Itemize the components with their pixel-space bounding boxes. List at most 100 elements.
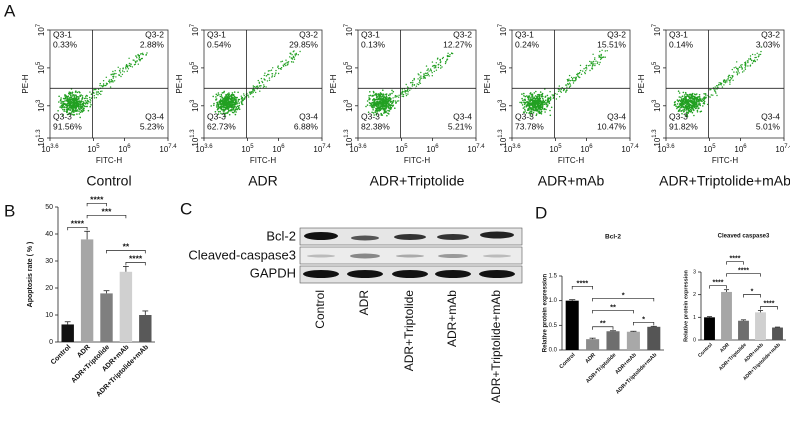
cell-dot [78, 106, 81, 108]
cell-dot [676, 99, 679, 101]
cell-dot [578, 72, 580, 75]
cell-dot [268, 77, 271, 79]
cell-dot [125, 68, 127, 70]
cell-dot [97, 88, 100, 91]
quadrant-name: Q3-4 [607, 111, 626, 121]
cell-dot [382, 98, 385, 101]
cell-dot [140, 53, 142, 55]
cell-dot [753, 59, 756, 61]
tick-exponent: 1.3 [652, 129, 658, 138]
cell-dot [253, 88, 255, 91]
cell-dot [69, 98, 71, 100]
cell-dot [585, 64, 588, 67]
y-tick-label: 105 [344, 61, 355, 74]
plot-title: ADR [248, 173, 278, 189]
cell-dot [286, 61, 288, 63]
cell-dot [759, 53, 762, 56]
cell-dot [382, 107, 384, 109]
y-tick-label: 1.0 [549, 298, 558, 304]
cell-dot [66, 99, 69, 102]
y-axis-label: PE-H [483, 74, 492, 93]
cell-dot [425, 74, 427, 77]
cell-dot [417, 83, 420, 86]
cell-dot [405, 94, 408, 97]
cell-dot [67, 99, 70, 102]
cell-dot [686, 106, 689, 108]
cell-dot [698, 107, 700, 109]
cell-dot [224, 113, 226, 115]
cell-dot [74, 101, 77, 103]
cell-dot [98, 92, 101, 95]
cell-dot [690, 110, 693, 112]
cell-dot [543, 103, 546, 105]
tick-base: 10 [703, 145, 712, 154]
cell-dot [716, 94, 718, 97]
bar [80, 239, 94, 342]
cell-dot [756, 52, 758, 54]
cell-dot [678, 99, 681, 101]
bar [119, 271, 133, 342]
cell-dot [686, 111, 688, 114]
x-tick-label: 107.4 [775, 144, 790, 155]
quadrant-name: Q3-2 [607, 29, 626, 39]
cell-dot [277, 65, 279, 67]
cell-dot [373, 91, 375, 94]
cell-dot [723, 84, 725, 86]
cell-dot [223, 90, 225, 93]
cell-dot [263, 78, 265, 80]
bar [721, 291, 732, 340]
cell-dot [536, 98, 539, 100]
cell-dot [682, 100, 685, 102]
cell-dot [391, 92, 393, 95]
significance-label: * [751, 288, 754, 295]
cell-dot [121, 70, 124, 72]
cell-dot [684, 114, 687, 116]
cell-dot [86, 98, 88, 100]
bar [772, 327, 783, 340]
cell-dot [677, 100, 680, 103]
cell-dot [278, 67, 280, 70]
cell-dot [224, 115, 227, 118]
cell-dot [532, 103, 534, 106]
y-tick-label: 105 [36, 61, 47, 74]
cell-dot [223, 105, 225, 107]
cell-dot [534, 95, 537, 97]
cell-dot [63, 106, 66, 108]
cell-dot [556, 93, 558, 95]
cell-dot [606, 50, 608, 52]
quadrant-value: 5.23% [140, 121, 165, 131]
cell-dot [142, 53, 144, 56]
cell-dot [558, 89, 561, 91]
cell-dot [79, 111, 82, 114]
quadrant-name: Q3-4 [453, 111, 472, 121]
cell-dot [112, 70, 114, 73]
cell-dot [537, 109, 539, 111]
cell-dot [126, 65, 129, 67]
cell-dot [234, 109, 236, 112]
cell-dot [109, 80, 111, 83]
cell-dot [373, 114, 376, 116]
cell-dot [698, 96, 701, 98]
cell-dot [401, 93, 404, 95]
tick-base: 10 [159, 145, 168, 154]
cell-dot [231, 92, 234, 94]
tick-exponent: 3.6 [358, 144, 367, 150]
tick-base: 10 [191, 65, 200, 74]
cell-dot [411, 83, 414, 86]
cell-dot [101, 85, 103, 87]
cell-dot [419, 78, 422, 80]
x-tick-label: 107.4 [313, 144, 331, 155]
cell-dot [275, 72, 277, 74]
cell-dot [63, 110, 65, 112]
cell-dot [225, 106, 228, 109]
x-tick-label: 107.4 [159, 144, 177, 155]
cell-dot [444, 62, 447, 65]
cell-dot [380, 114, 383, 116]
cell-dot [105, 84, 107, 87]
cell-dot [237, 100, 239, 102]
cell-dot [569, 83, 571, 85]
significance-bracket [125, 262, 146, 266]
cell-dot [680, 103, 682, 106]
